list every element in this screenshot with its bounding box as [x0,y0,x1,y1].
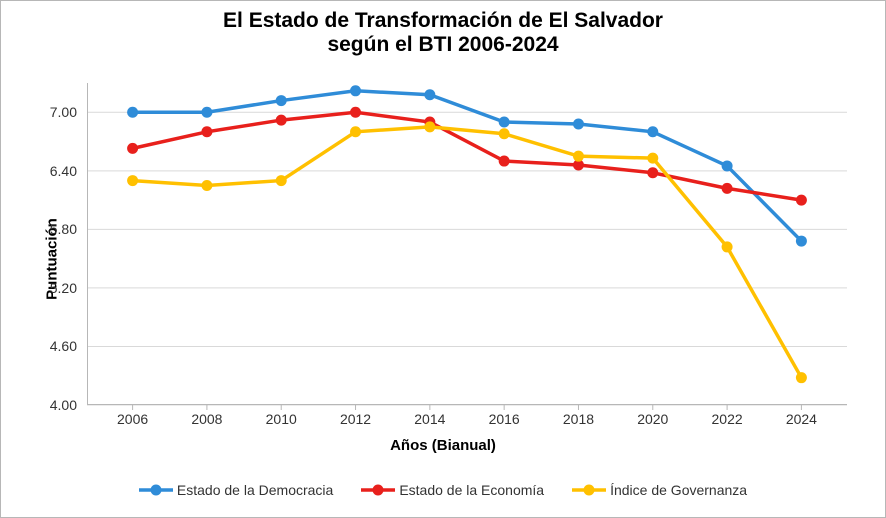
series-line-2 [133,127,802,378]
x-tick-label: 2018 [563,411,594,427]
series-marker-1 [276,115,287,126]
x-axis-label: Años (Bianual) [1,437,885,454]
series-marker-0 [127,107,138,118]
series-marker-0 [424,89,435,100]
chart-title-line1: El Estado de Transformación de El Salvad… [223,9,663,32]
x-tick-label: 2022 [712,411,743,427]
series-marker-2 [796,372,807,383]
series-marker-1 [647,167,658,178]
series-marker-2 [647,153,658,164]
legend-label: Índice de Governanza [610,482,747,498]
series-marker-0 [722,160,733,171]
series-marker-0 [201,107,212,118]
series-marker-1 [722,183,733,194]
x-tick-label: 2020 [637,411,668,427]
chart-title-line2: según el BTI 2006-2024 [327,33,558,56]
y-tick-label: 4.60 [50,338,77,354]
y-tick-label: 5.20 [50,280,77,296]
series-marker-2 [722,241,733,252]
y-tick-label: 7.00 [50,104,77,120]
series-marker-2 [201,180,212,191]
x-tick-label: 2008 [191,411,222,427]
x-tick-label: 2010 [266,411,297,427]
series-marker-2 [276,175,287,186]
x-tick-label: 2014 [414,411,445,427]
legend-swatch [139,481,173,499]
series-marker-0 [276,95,287,106]
y-tick-label: 6.40 [50,163,77,179]
legend-swatch [361,481,395,499]
legend-swatch [572,481,606,499]
x-tick-label: 2006 [117,411,148,427]
series-marker-2 [573,151,584,162]
series-marker-0 [499,117,510,128]
x-tick-label: 2016 [489,411,520,427]
chart-title: El Estado de Transformación de El Salvad… [1,9,885,57]
series-marker-0 [573,118,584,129]
series-marker-2 [127,175,138,186]
series-marker-1 [201,126,212,137]
legend-label: Estado de la Economía [399,482,544,498]
series-marker-0 [350,85,361,96]
series-marker-2 [424,121,435,132]
y-tick-label: 4.00 [50,397,77,413]
series-marker-1 [127,143,138,154]
series-marker-0 [647,126,658,137]
x-tick-label: 2012 [340,411,371,427]
legend-item: Estado de la Economía [361,481,544,499]
series-marker-0 [796,236,807,247]
legend-label: Estado de la Democracia [177,482,333,498]
series-marker-1 [350,107,361,118]
legend: Estado de la Democracia Estado de la Econ… [1,481,885,499]
legend-item: Estado de la Democracia [139,481,333,499]
plot-area [87,83,847,405]
series-marker-2 [350,126,361,137]
series-marker-1 [499,156,510,167]
chart-container: El Estado de Transformación de El Salvad… [0,0,886,518]
series-marker-2 [499,128,510,139]
plot-svg [87,83,847,405]
legend-item: Índice de Governanza [572,481,747,499]
series-marker-1 [796,195,807,206]
series-line-1 [133,112,802,200]
y-tick-label: 5.80 [50,221,77,237]
x-tick-label: 2024 [786,411,817,427]
